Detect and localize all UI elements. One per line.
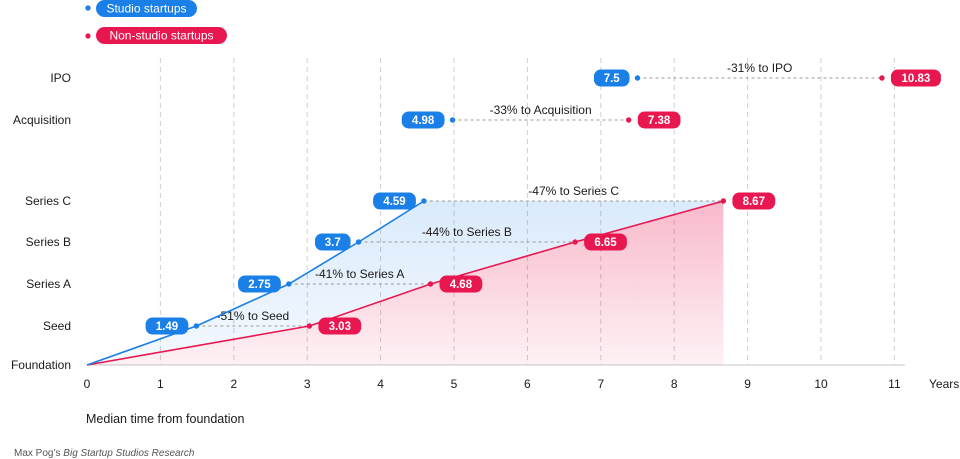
point-studio-2 — [286, 281, 292, 287]
source-credit-title: Big Startup Studios Research — [63, 448, 195, 459]
legend-label-non-studio: Non-studio startups — [109, 29, 213, 43]
y-stage-label-2: Series A — [26, 277, 71, 291]
source-credit-prefix: Max Pog’s — [14, 448, 63, 459]
y-stage-label-0: Foundation — [11, 358, 71, 372]
y-stage-label-1: Seed — [43, 319, 71, 333]
point-non-studio-3 — [572, 239, 578, 245]
point-non-studio-5 — [625, 117, 632, 123]
legend-dot-studio — [85, 5, 91, 11]
annotation-2: -41% to Series A — [315, 267, 404, 281]
value-studio-1-label: 1.49 — [156, 321, 178, 333]
value-non-studio-2-pill — [439, 275, 483, 293]
x-tick-label-2: 2 — [230, 377, 237, 391]
point-non-studio-4 — [720, 198, 727, 204]
value-studio-6-pill — [593, 69, 630, 87]
value-studio-5-label: 4.98 — [412, 115, 435, 127]
point-non-studio-2 — [427, 281, 434, 287]
x-tick-label-0: 0 — [84, 377, 91, 391]
x-tick-label-10: 10 — [814, 377, 828, 391]
legend-item-studio: Studio startups — [85, 0, 197, 17]
x-axis-unit-label: Years — [929, 377, 959, 391]
annotation-4: -47% to Series C — [528, 184, 619, 198]
point-non-studio-1 — [306, 323, 313, 329]
legend-dot-non-studio — [85, 33, 91, 39]
annotation-1: -51% to Seed — [217, 309, 290, 323]
value-non-studio-1-label: 3.03 — [329, 321, 351, 333]
x-tick-label-9: 9 — [744, 377, 751, 391]
value-studio-4-label: 4.59 — [383, 196, 405, 208]
value-studio-4-pill — [373, 192, 416, 210]
point-studio-3 — [355, 239, 362, 245]
x-tick-label-1: 1 — [157, 377, 164, 391]
legend-label-studio: Studio startups — [106, 2, 186, 16]
x-tick-label-6: 6 — [524, 377, 531, 391]
value-non-studio-4-pill — [732, 192, 776, 210]
value-non-studio-3-pill — [584, 233, 627, 251]
y-stage-label-4: Series C — [25, 194, 71, 208]
x-tick-label-3: 3 — [304, 377, 311, 391]
value-non-studio-1-pill — [318, 317, 362, 335]
point-studio-5 — [449, 117, 456, 123]
annotation-6: -31% to IPO — [727, 61, 792, 75]
value-studio-1-pill — [145, 317, 189, 335]
plot-area: 0 1 2 3 4 5 6 7 8 9 10 11 Years Foundation Seed Series … — [11, 58, 959, 391]
point-studio-6 — [634, 75, 641, 81]
legend-pill-studio — [96, 0, 197, 17]
y-stage-label-6: IPO — [50, 71, 71, 85]
x-tick-label-7: 7 — [597, 377, 604, 391]
source-credit: Max Pog’s Big Startup Studios Research — [14, 448, 195, 459]
value-non-studio-3-label: 6.65 — [594, 237, 617, 249]
value-non-studio-6-label: 10.83 — [902, 73, 931, 85]
value-studio-2-label: 2.75 — [248, 279, 271, 291]
point-non-studio-6 — [879, 75, 885, 81]
x-tick-label-8: 8 — [671, 377, 678, 391]
point-studio-4 — [421, 198, 427, 204]
legend-pill-non-studio — [96, 27, 227, 44]
y-stage-label-3: Series B — [26, 235, 71, 249]
value-studio-3-label: 3.7 — [325, 237, 341, 249]
x-tick-label-11: 11 — [888, 377, 901, 391]
value-studio-5-pill — [401, 111, 445, 129]
value-non-studio-5-label: 7.38 — [648, 115, 671, 127]
x-tick-label-4: 4 — [377, 377, 384, 391]
annotation-5: -33% to Acquisition — [490, 103, 592, 117]
annotation-3: -44% to Series B — [422, 225, 512, 239]
value-non-studio-4-label: 8.67 — [743, 196, 765, 208]
value-non-studio-6-pill — [890, 69, 941, 87]
value-studio-6-label: 7.5 — [604, 73, 621, 85]
value-studio-3-pill — [314, 233, 351, 251]
legend: Studio startups Non-studio startups — [85, 0, 227, 44]
point-studio-1 — [193, 323, 200, 329]
x-tick-label-5: 5 — [451, 377, 458, 391]
value-non-studio-2-label: 4.68 — [450, 279, 473, 291]
value-studio-2-pill — [238, 275, 281, 293]
value-non-studio-5-pill — [637, 111, 681, 129]
legend-item-non-studio: Non-studio startups — [85, 27, 227, 44]
area-non-studio — [87, 201, 724, 365]
x-axis-title: Median time from foundation — [86, 412, 244, 426]
y-stage-label-5: Acquisition — [13, 113, 71, 127]
